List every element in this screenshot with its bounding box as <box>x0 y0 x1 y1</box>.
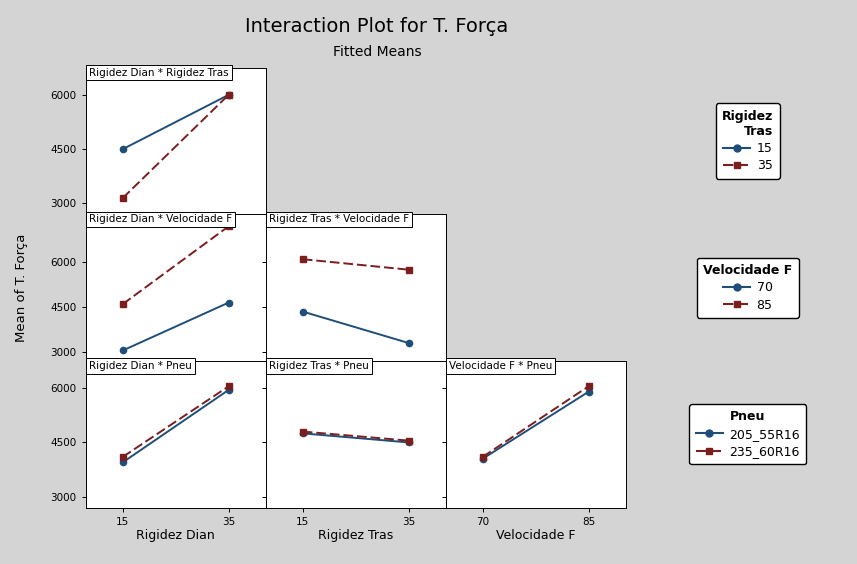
Text: Rigidez Dian * Velocidade F: Rigidez Dian * Velocidade F <box>89 214 232 224</box>
Legend: 70, 85: 70, 85 <box>697 258 799 318</box>
Text: Fitted Means: Fitted Means <box>333 45 422 59</box>
Text: Rigidez Dian * Pneu: Rigidez Dian * Pneu <box>89 361 192 371</box>
Text: Mean of T. Força: Mean of T. Força <box>15 233 28 342</box>
X-axis label: Velocidade F: Velocidade F <box>496 530 575 543</box>
Text: Velocidade F * Pneu: Velocidade F * Pneu <box>449 361 553 371</box>
X-axis label: Rigidez Dian: Rigidez Dian <box>136 530 215 543</box>
Text: Rigidez Tras * Pneu: Rigidez Tras * Pneu <box>269 361 369 371</box>
Text: Interaction Plot for T. Força: Interaction Plot for T. Força <box>245 17 509 36</box>
Legend: 205_55R16, 235_60R16: 205_55R16, 235_60R16 <box>689 404 806 464</box>
Text: Rigidez Dian * Rigidez Tras: Rigidez Dian * Rigidez Tras <box>89 68 229 78</box>
Legend: 15, 35: 15, 35 <box>716 103 780 179</box>
X-axis label: Rigidez Tras: Rigidez Tras <box>318 530 393 543</box>
Text: Rigidez Tras * Velocidade F: Rigidez Tras * Velocidade F <box>269 214 410 224</box>
